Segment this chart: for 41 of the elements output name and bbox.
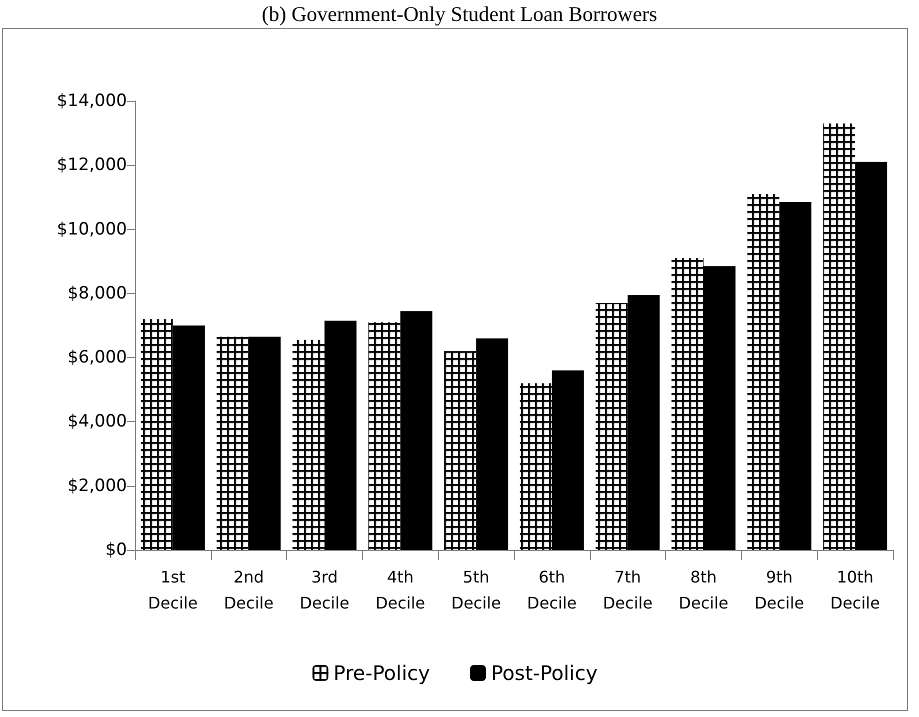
x-tick-label: 2nd Decile [224, 568, 274, 612]
bar [172, 326, 205, 550]
x-tick-label: 8th Decile [678, 568, 728, 612]
bar [747, 194, 780, 550]
legend-label: Post-Policy [490, 661, 598, 685]
x-tick-label: 3rd Decile [300, 568, 350, 612]
y-tick-label: $14,000 [56, 91, 127, 111]
bar [140, 319, 173, 550]
bar [292, 340, 324, 550]
y-tick-label: $2,000 [68, 476, 127, 496]
y-tick-label: $8,000 [68, 283, 127, 304]
bar [476, 338, 508, 550]
x-tick-label: 4th Decile [375, 568, 426, 612]
x-tick-label: 1st Decile [148, 568, 198, 612]
x-tick-label: 9th Decile [754, 568, 804, 612]
y-tick-label: $10,000 [56, 219, 127, 240]
x-tick-label: 10th Decile [830, 568, 880, 612]
bar [324, 320, 356, 550]
y-tick-label: $12,000 [56, 155, 127, 176]
bar [368, 322, 400, 550]
bar [520, 383, 552, 550]
y-tick-label: $0 [105, 540, 127, 560]
bar [704, 266, 736, 550]
bar [444, 351, 476, 550]
bar [628, 295, 660, 550]
x-tick-label: 7th Decile [602, 568, 653, 612]
chart-title: (b) Government-Only Student Loan Borrowers [260, 2, 658, 27]
y-tick-label: $4,000 [68, 412, 127, 432]
bar [672, 258, 704, 550]
bar [552, 370, 584, 550]
bar [779, 202, 812, 550]
bar [216, 336, 249, 550]
x-tick-label: 6th Decile [527, 568, 577, 612]
bar [596, 303, 628, 550]
x-tick-label: 5th Decile [451, 568, 501, 612]
bar [248, 336, 281, 550]
bar [400, 311, 432, 550]
bar [823, 123, 856, 550]
legend-label: Pre-Policy [333, 661, 430, 685]
bar [855, 162, 888, 550]
y-tick-label: $6,000 [68, 348, 127, 368]
